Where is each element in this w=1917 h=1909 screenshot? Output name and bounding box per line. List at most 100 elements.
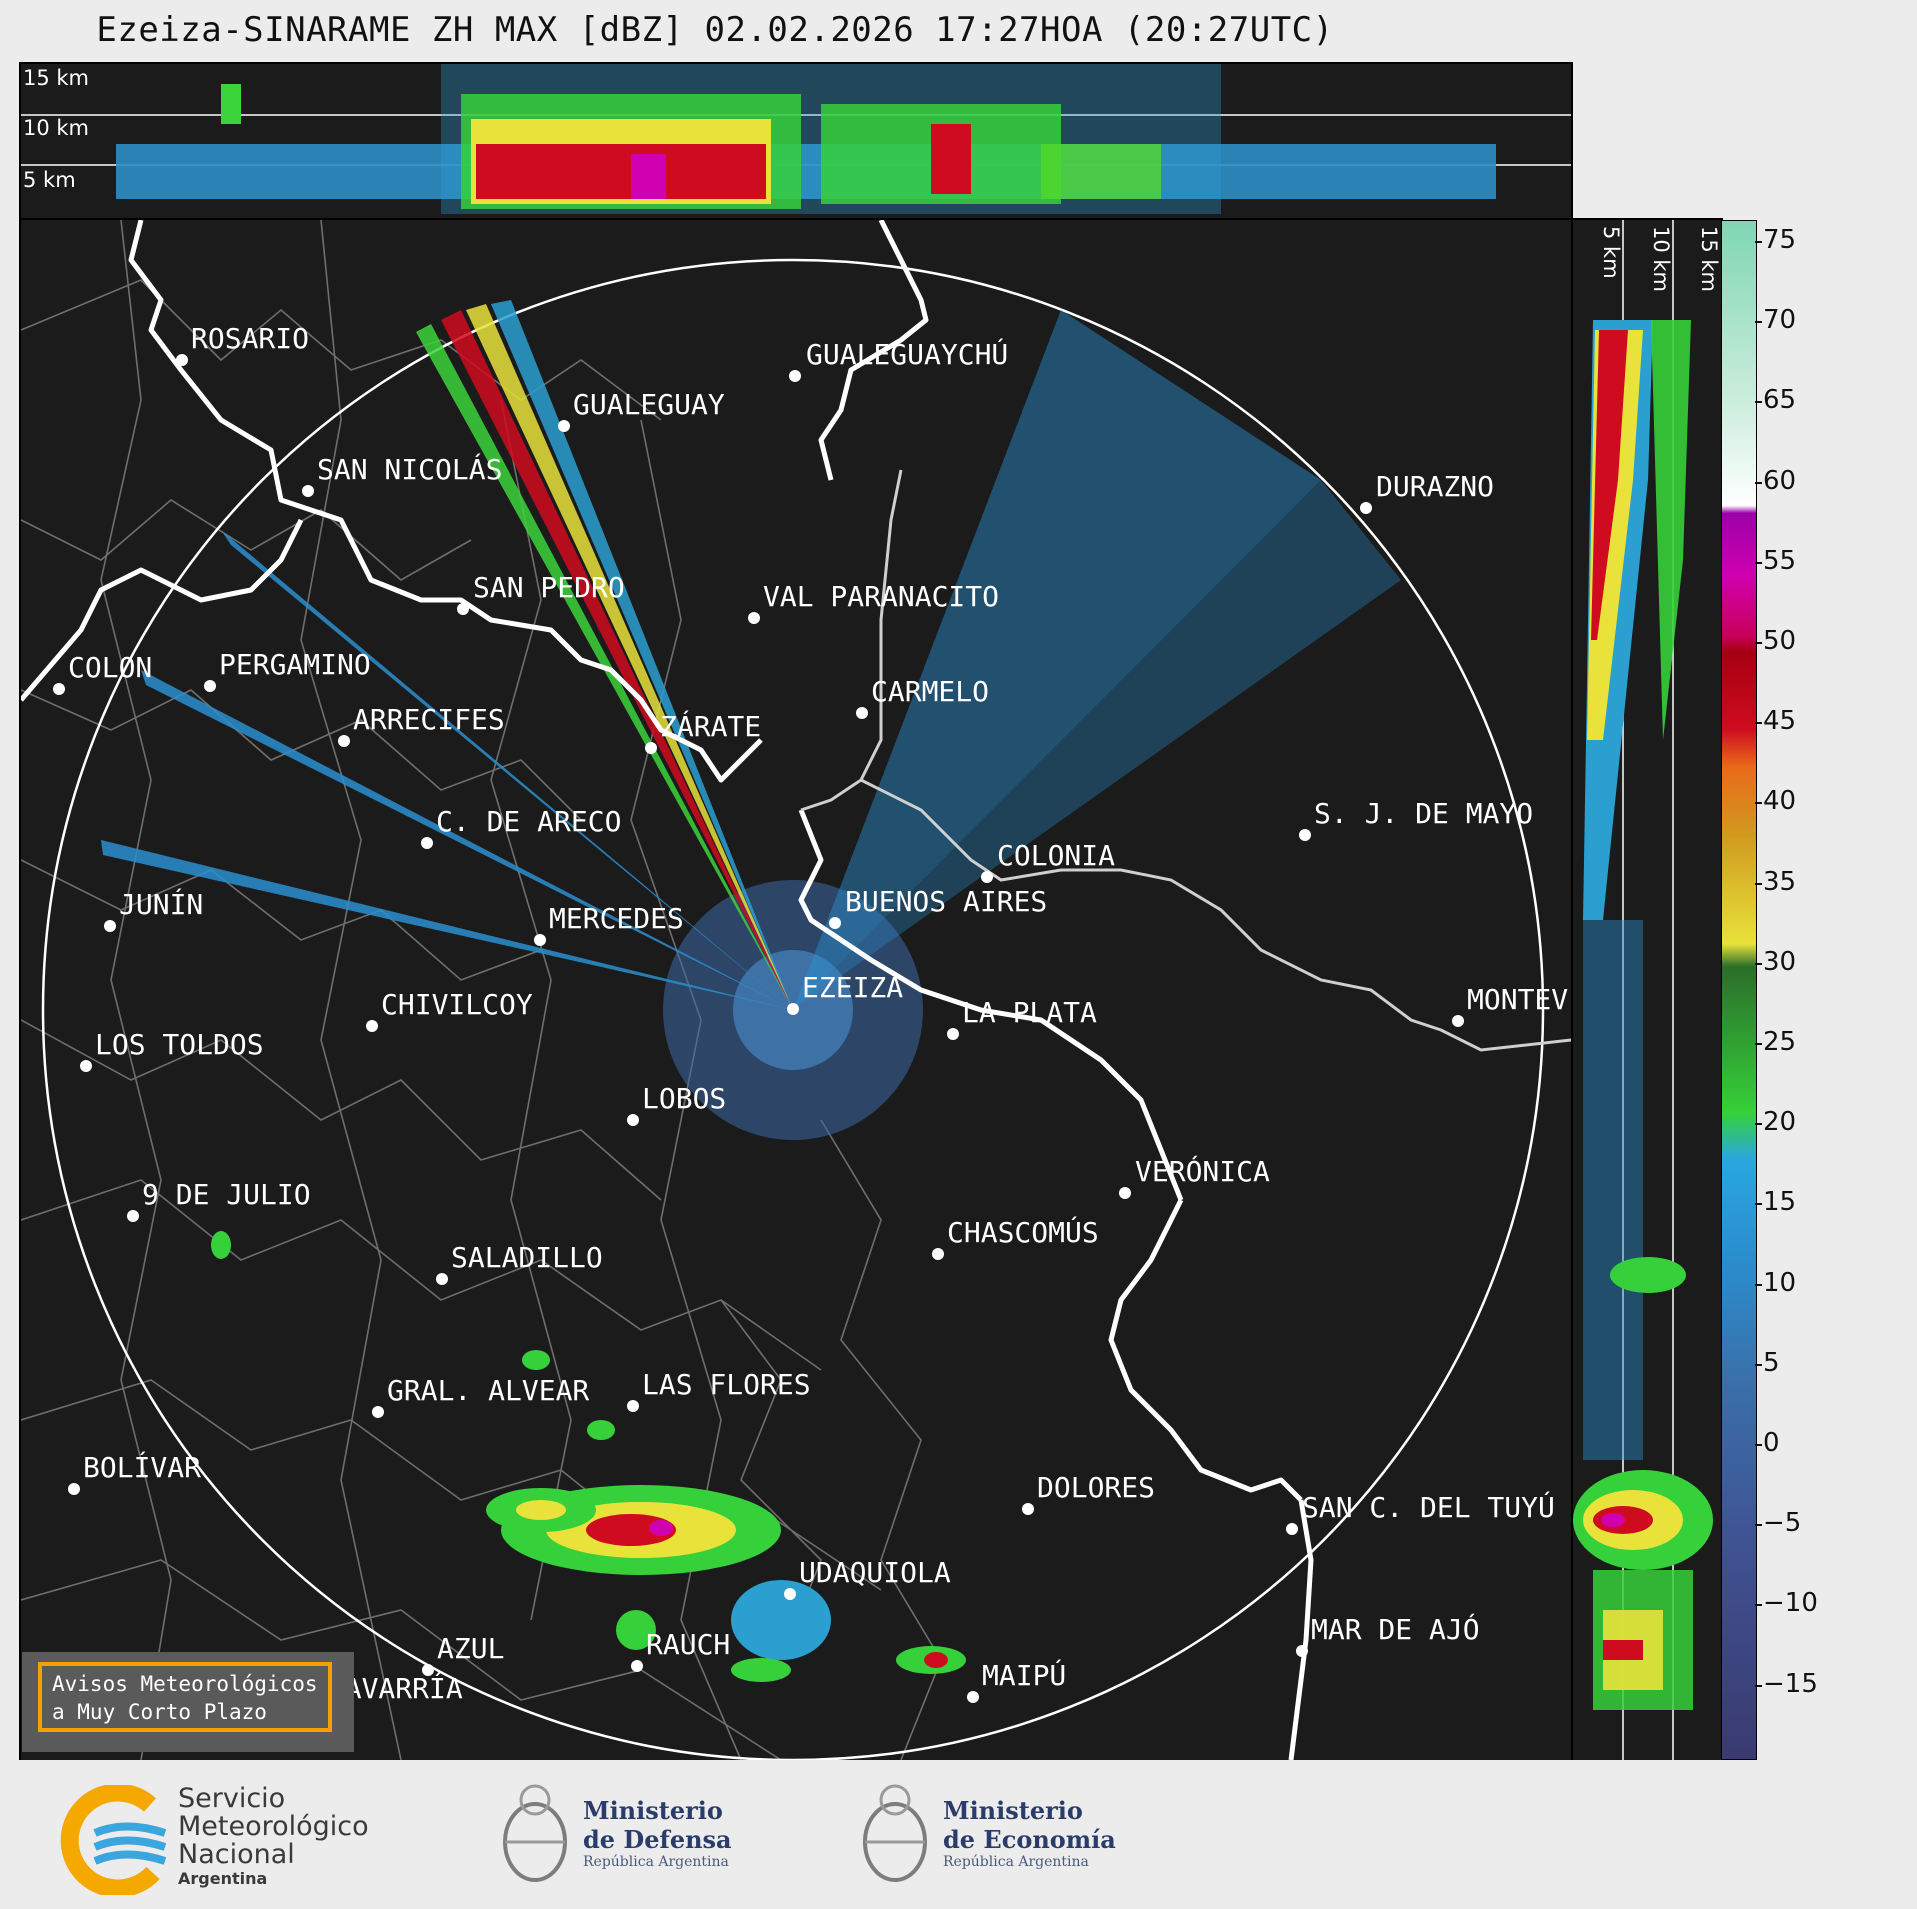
city-dot [104, 920, 116, 932]
colorbar-tick-label: −10 [1763, 1588, 1818, 1619]
footer: Servicio Meteorológico Nacional Argentin… [0, 1760, 1917, 1909]
colorbar-tick-mark [1755, 882, 1762, 885]
smn-line-2: Meteorológico [178, 1811, 369, 1842]
city-label-zarate: ZÁRATE [660, 710, 762, 743]
city-dot [627, 1400, 639, 1412]
colorbar [1721, 220, 1757, 1760]
city-label-buenos-aires: BUENOS AIRES [845, 885, 1048, 918]
colorbar-tick-label: 35 [1763, 866, 1797, 897]
city-label-durazno: DURAZNO [1376, 470, 1495, 503]
aviso-box[interactable]: Avisos Meteorológicos a Muy Corto Plazo [22, 1652, 354, 1752]
radar-map-panel: ROSARIO GUALEGUAYCHÚ GUALEGUAY SAN NICOL… [19, 218, 1573, 1762]
city-dot [422, 1664, 434, 1676]
city-label-montev: MONTEV [1467, 983, 1569, 1016]
smn-logo-icon [60, 1785, 167, 1895]
colorbar-tick-label: −15 [1763, 1668, 1818, 1699]
side-label-10km: 10 km [1649, 226, 1673, 293]
city-label-junin: JUNÍN [119, 888, 204, 921]
escudo-icon [503, 1784, 567, 1882]
city-label-rosario: ROSARIO [191, 322, 310, 355]
city-dot [80, 1060, 92, 1072]
economia-logo-text: Ministerio de Economía República Argenti… [943, 1796, 1116, 1870]
colorbar-tick-label: 60 [1763, 465, 1797, 496]
city-label-los-toldos: LOS TOLDOS [95, 1028, 264, 1061]
colorbar-tick-mark [1755, 321, 1762, 324]
economia-line-3: República Argentina [943, 1854, 1089, 1870]
city-label-carmelo: CARMELO [871, 675, 990, 708]
defensa-line-3: República Argentina [583, 1854, 729, 1870]
city-dot [787, 1003, 799, 1015]
colorbar-tick-mark [1755, 561, 1762, 564]
colorbar-tick-label: 25 [1763, 1027, 1797, 1057]
colorbar-tick-mark [1755, 481, 1762, 484]
city-dot [627, 1114, 639, 1126]
city-label-azul: AZUL [437, 1632, 505, 1665]
top-cross-section-panel: 15 km 10 km 5 km [19, 62, 1573, 221]
city-dot [302, 485, 314, 497]
city-dot [631, 1660, 643, 1672]
city-dot [829, 917, 841, 929]
colorbar-tick-label: 75 [1763, 225, 1797, 255]
aviso-line-2: a Muy Corto Plazo [52, 1700, 267, 1724]
city-dot [127, 1210, 139, 1222]
city-dot [366, 1020, 378, 1032]
aviso-button[interactable]: Avisos Meteorológicos a Muy Corto Plazo [38, 1662, 332, 1732]
city-dot [457, 603, 469, 615]
city-label-gualeguay: GUALEGUAY [573, 388, 725, 421]
colorbar-tick-mark [1755, 1444, 1762, 1446]
city-dot [1452, 1015, 1464, 1027]
colorbar-tick-mark [1755, 1043, 1762, 1045]
colorbar-tick-mark [1755, 1524, 1762, 1527]
escudo-icon [863, 1784, 927, 1882]
map-title: Ezeiza-SINARAME ZH MAX [dBZ] 02.02.2026 … [96, 10, 1334, 50]
aviso-line-1: Avisos Meteorológicos [52, 1672, 318, 1696]
colorbar-tick-mark [1755, 401, 1762, 404]
city-dot [68, 1483, 80, 1495]
colorbar-tick-mark [1755, 1203, 1762, 1206]
height-label-5km: 5 km [23, 168, 76, 192]
city-label-c-de-areco: C. DE ARECO [436, 805, 622, 838]
city-label-la-plata: LA PLATA [962, 996, 1097, 1029]
colorbar-tick-label: 15 [1763, 1187, 1797, 1218]
city-dot [981, 871, 993, 883]
colorbar-tick-mark [1755, 241, 1762, 243]
city-label-bolivar: BOLÍVAR [83, 1451, 202, 1484]
city-dot [784, 1588, 796, 1600]
city-label-gualeguaychu: GUALEGUAYCHÚ [806, 338, 1009, 371]
economia-line-2: de Economía [943, 1825, 1116, 1854]
colorbar-tick-label: 70 [1763, 305, 1797, 336]
colorbar-tick-mark [1755, 722, 1762, 725]
colorbar-tick-mark [1755, 1123, 1762, 1126]
city-dot [534, 934, 546, 946]
colorbar-tick-label: 45 [1763, 706, 1797, 737]
city-dot [436, 1273, 448, 1285]
city-dot [789, 370, 801, 382]
side-label-5km: 5 km [1599, 226, 1623, 279]
colorbar-tick-mark [1755, 642, 1762, 644]
colorbar-tick-mark [1755, 1283, 1762, 1286]
city-label-colon: COLON [68, 651, 153, 684]
city-label-maipu: MAIPÚ [982, 1659, 1067, 1692]
city-label-mar-de-ajo: MAR DE AJÓ [1311, 1613, 1480, 1646]
colorbar-tick-mark [1755, 962, 1762, 965]
colorbar-tick-label: −5 [1763, 1508, 1802, 1539]
colorbar-tick-mark [1755, 802, 1762, 805]
city-dot [947, 1028, 959, 1040]
city-label-val-paranacito: VAL PARANACITO [763, 580, 1000, 613]
city-label-san-pedro: SAN PEDRO [473, 571, 625, 604]
city-dot [421, 837, 433, 849]
colorbar-tick-label: 40 [1763, 786, 1797, 817]
city-label-colonia: COLONIA [997, 839, 1116, 872]
city-dot [53, 683, 65, 695]
smn-line-1: Servicio [178, 1783, 286, 1814]
city-label-veronica: VERÓNICA [1135, 1155, 1270, 1188]
side-label-15km: 15 km [1697, 226, 1721, 293]
colorbar-tick-label: 0 [1763, 1428, 1780, 1458]
city-label-udaquiola: UDAQUIOLA [799, 1556, 951, 1589]
city-dot [1022, 1503, 1034, 1515]
city-label-chivilcoy: CHIVILCOY [381, 988, 533, 1021]
city-dot [967, 1691, 979, 1703]
smn-logo-text: Servicio Meteorológico Nacional Argentin… [178, 1785, 369, 1889]
city-label-s-j-de-mayo: S. J. DE MAYO [1314, 797, 1534, 830]
city-dot [204, 680, 216, 692]
